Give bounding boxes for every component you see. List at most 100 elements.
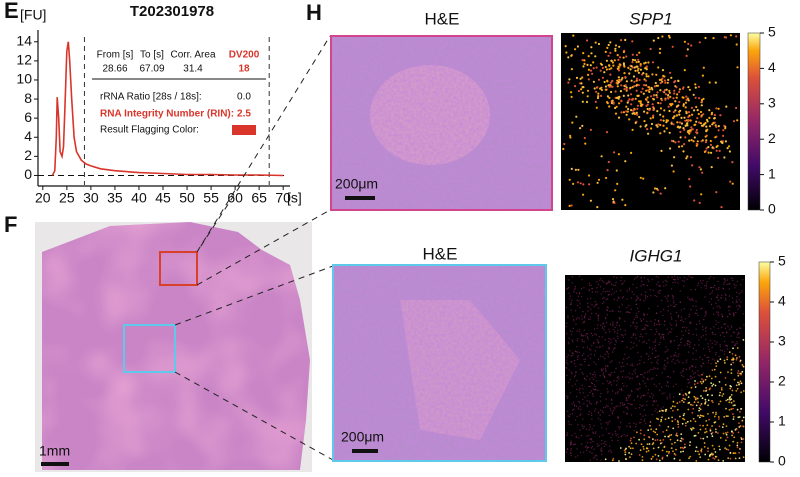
dot: [660, 311, 662, 313]
dot: [711, 346, 713, 349]
dot: [601, 410, 604, 412]
dot: [628, 452, 630, 454]
dot: [631, 97, 635, 100]
dot: [651, 73, 654, 76]
dot: [717, 288, 720, 291]
dot: [652, 377, 654, 379]
dot: [675, 323, 678, 325]
dot: [597, 307, 600, 309]
dot: [642, 283, 644, 285]
dot: [742, 365, 745, 368]
dot: [574, 287, 576, 289]
dot: [676, 126, 679, 129]
dot: [730, 408, 733, 410]
dot: [575, 292, 578, 294]
dot: [609, 51, 612, 55]
dot: [646, 378, 649, 380]
dot: [601, 427, 603, 429]
dot: [731, 389, 734, 392]
dot: [709, 139, 712, 143]
dot: [715, 107, 718, 110]
dot: [625, 399, 628, 401]
dot: [644, 79, 648, 82]
dot: [673, 92, 676, 95]
dot: [635, 65, 638, 68]
dot: [615, 169, 618, 172]
dot: [731, 325, 733, 327]
dot: [647, 278, 649, 281]
dot: [676, 276, 679, 279]
dot: [591, 291, 594, 293]
dot: [613, 151, 616, 154]
dot: [741, 370, 744, 373]
dot: [657, 363, 659, 365]
dot: [658, 321, 660, 323]
dot: [705, 390, 707, 392]
dot: [590, 308, 592, 311]
dot: [590, 442, 592, 444]
dot: [700, 104, 703, 107]
dot: [677, 345, 680, 347]
dot: [666, 357, 668, 359]
dot: [732, 279, 734, 282]
dot: [596, 458, 598, 461]
dot: [568, 337, 570, 340]
dot: [659, 389, 661, 391]
dot: [640, 355, 642, 358]
dot: [673, 156, 676, 159]
dot: [603, 71, 606, 74]
dot: [729, 452, 732, 454]
dot: [591, 304, 593, 306]
ighg1-dots: [565, 275, 745, 462]
dot: [672, 97, 675, 100]
dot: [694, 86, 697, 89]
dot: [643, 62, 646, 65]
dot: [705, 130, 708, 133]
dot: [595, 90, 598, 93]
dot: [728, 444, 731, 447]
dot: [599, 286, 602, 288]
dot: [597, 340, 599, 342]
dot: [675, 434, 678, 436]
dot: [669, 397, 671, 399]
dot: [611, 413, 614, 415]
dot: [620, 276, 622, 278]
dot: [578, 329, 580, 331]
dot: [657, 359, 659, 361]
dot: [636, 298, 638, 301]
dot: [573, 405, 576, 407]
dot: [713, 458, 716, 460]
dot: [602, 356, 604, 358]
dot: [713, 117, 716, 120]
dot: [711, 385, 714, 387]
dot: [663, 392, 665, 394]
dot: [584, 358, 587, 360]
dot: [565, 307, 568, 309]
dot: [594, 100, 597, 103]
dot: [615, 367, 617, 370]
dot: [616, 335, 619, 337]
dot: [633, 293, 635, 296]
table-value: 31.4: [183, 64, 203, 75]
dot: [636, 364, 639, 366]
dot: [579, 275, 581, 277]
dot: [583, 341, 585, 343]
dot: [704, 431, 706, 434]
dot: [712, 457, 715, 459]
dot: [624, 453, 627, 456]
dot: [688, 401, 691, 404]
dot: [613, 347, 616, 349]
dot: [600, 293, 602, 295]
dot: [578, 351, 581, 353]
dot: [589, 451, 591, 453]
dot: [618, 325, 621, 327]
dot: [698, 375, 701, 377]
dot: [634, 59, 637, 62]
dot: [667, 78, 670, 81]
dot: [643, 438, 646, 441]
dot: [675, 383, 677, 385]
dot: [640, 293, 643, 296]
dot: [667, 435, 670, 438]
dot: [722, 460, 725, 462]
dot: [633, 399, 635, 401]
